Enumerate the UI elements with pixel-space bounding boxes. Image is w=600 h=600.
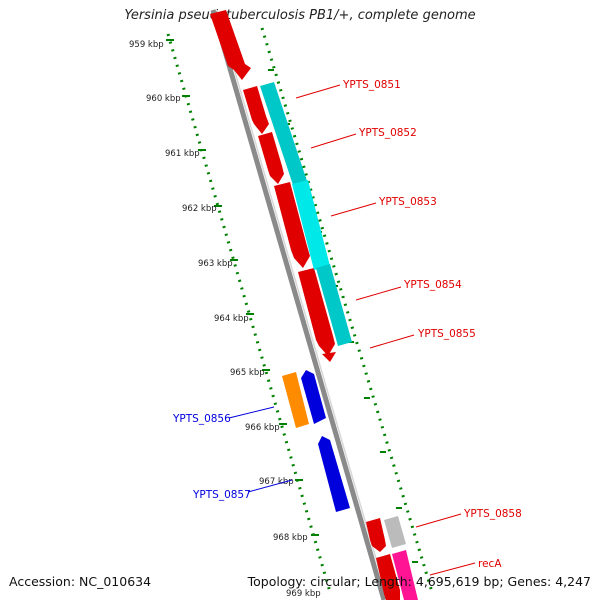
tick-label-968: 968 kbp: [273, 533, 308, 543]
tick-label-960: 960 kbp: [146, 94, 181, 104]
gene-arrow-0853[interactable]: [274, 182, 310, 268]
gene-arrow-0854[interactable]: [298, 268, 335, 356]
backbone-line: [210, 9, 387, 600]
tick-label-963: 963 kbp: [198, 259, 233, 269]
gene-label-0854[interactable]: YPTS_0854: [403, 279, 462, 291]
gene-arrow-0852[interactable]: [258, 132, 284, 184]
tick-label-959: 959 kbp: [129, 40, 164, 50]
gene-arrow-reca[interactable]: [376, 554, 400, 600]
cyan-band-1[interactable]: [260, 82, 308, 188]
tick-label-964: 964 kbp: [214, 314, 249, 324]
leader-0858: [415, 513, 462, 528]
tick-label-961: 961 kbp: [165, 149, 200, 159]
cyan-band-2[interactable]: [292, 180, 330, 270]
gene-label-reca[interactable]: recA: [478, 558, 502, 570]
accession-label: Accession: NC_010634: [9, 574, 152, 589]
grey-cds[interactable]: [384, 516, 406, 548]
gene-label-0857[interactable]: YPTS_0857: [192, 489, 251, 501]
tick-label-962: 962 kbp: [182, 204, 217, 214]
cyan-cds-bands: [260, 82, 352, 346]
gene-label-0856[interactable]: YPTS_0856: [172, 413, 231, 425]
leader-0856: [228, 406, 275, 419]
leader-0852: [310, 133, 357, 149]
tick-label-966: 966 kbp: [245, 423, 280, 433]
topology-label: Topology: circular; Length: 4,695,619 bp…: [247, 574, 591, 589]
cyan-band-3[interactable]: [316, 264, 352, 346]
gene-arrow-small[interactable]: [322, 352, 336, 362]
tick-label-969: 969 kbp: [286, 589, 321, 599]
gene-label-0853[interactable]: YPTS_0853: [378, 196, 437, 208]
orange-cds[interactable]: [282, 372, 309, 428]
leader-0854: [355, 286, 402, 301]
leader-reca: [429, 562, 476, 576]
leader-0857: [247, 479, 293, 493]
gene-label-0851[interactable]: YPTS_0851: [342, 79, 401, 91]
forward-genes: [210, 10, 400, 600]
reverse-genes: [282, 370, 350, 512]
gene-arrow-0851[interactable]: [243, 86, 269, 134]
leader-0851: [295, 84, 341, 99]
pink-cds[interactable]: [392, 550, 418, 600]
inner-dotted-guide: [166, 33, 332, 593]
tick-label-965: 965 kbp: [230, 368, 265, 378]
gene-label-0855[interactable]: YPTS_0855: [417, 328, 476, 340]
gene-label-0852[interactable]: YPTS_0852: [358, 127, 417, 139]
leader-0855: [369, 334, 415, 349]
backbone-highlight: [216, 9, 389, 600]
gene-arrow-0857[interactable]: [318, 436, 350, 512]
gene-arrow-top[interactable]: [210, 10, 251, 80]
gene-arrow-0856[interactable]: [301, 370, 326, 424]
tick-label-967: 967 kbp: [259, 477, 294, 487]
gene-arrow-0858[interactable]: [366, 518, 386, 552]
gene-label-0858[interactable]: YPTS_0858: [463, 508, 522, 520]
leader-0853: [330, 202, 377, 217]
